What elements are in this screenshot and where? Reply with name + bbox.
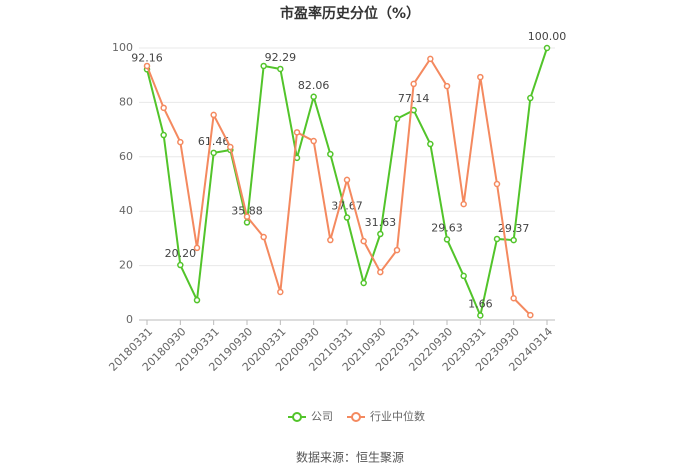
- value-label: 31.63: [365, 216, 397, 229]
- point: [510, 236, 517, 244]
- point: [427, 140, 434, 148]
- point: [310, 137, 317, 145]
- point: [443, 236, 451, 243]
- point: [193, 296, 201, 304]
- point: [460, 272, 467, 280]
- value-label: 92.29: [265, 51, 297, 64]
- point: [343, 214, 351, 221]
- value-label: 29.63: [431, 221, 463, 234]
- value-label: 29.37: [498, 222, 530, 235]
- value-label: 61.46: [198, 135, 230, 148]
- series-line: [146, 57, 532, 316]
- point: [410, 80, 417, 88]
- legend-marker: [292, 412, 302, 422]
- point: [210, 149, 217, 157]
- y-tick-label: 20: [119, 259, 133, 272]
- point: [243, 219, 251, 226]
- point: [210, 111, 217, 119]
- point: [527, 94, 534, 102]
- point: [177, 261, 184, 269]
- y-tick-label: 80: [119, 95, 133, 108]
- point: [460, 200, 467, 208]
- point: [143, 62, 151, 70]
- point: [477, 73, 484, 81]
- point: [360, 279, 367, 287]
- point: [327, 150, 334, 158]
- point: [310, 93, 317, 101]
- point: [160, 131, 167, 139]
- y-tick-label: 100: [112, 41, 133, 54]
- point: [360, 237, 367, 245]
- y-tick-label: 0: [126, 313, 133, 326]
- value-label: 35.88: [231, 204, 263, 217]
- value-label: 20.20: [165, 247, 197, 260]
- chart-title: 市盈率历史分位（%）: [280, 5, 420, 22]
- value-label: 1.66: [468, 297, 493, 310]
- value-label: 37.67: [331, 200, 363, 213]
- source: 数据来源：恒生聚源: [296, 450, 404, 465]
- point: [543, 44, 551, 52]
- point: [260, 62, 267, 70]
- legend-label: 公司: [311, 410, 333, 423]
- y-tick-label: 60: [119, 150, 133, 163]
- point: [427, 55, 434, 63]
- point: [377, 268, 384, 276]
- point: [527, 311, 534, 319]
- point: [277, 65, 284, 73]
- point: [393, 246, 401, 254]
- point: [510, 294, 517, 302]
- point: [243, 213, 251, 220]
- point: [327, 236, 334, 244]
- point: [493, 180, 501, 188]
- point: [477, 312, 484, 319]
- y-tick-label: 40: [119, 204, 133, 217]
- value-label: 77.14: [398, 92, 430, 105]
- value-label: 82.06: [298, 79, 330, 92]
- point: [343, 176, 351, 184]
- point: [277, 288, 284, 296]
- point: [227, 143, 234, 151]
- legend-label: 行业中位数: [370, 409, 425, 423]
- point: [160, 104, 167, 112]
- point: [493, 235, 501, 243]
- point: [393, 115, 401, 122]
- point: [443, 82, 451, 90]
- legend-marker: [351, 412, 361, 422]
- point: [177, 138, 184, 146]
- point: [260, 233, 267, 241]
- point: [377, 230, 384, 238]
- point: [293, 129, 301, 136]
- value-label: 100.00: [528, 30, 567, 43]
- value-label: 92.16: [131, 51, 163, 64]
- point: [193, 244, 201, 252]
